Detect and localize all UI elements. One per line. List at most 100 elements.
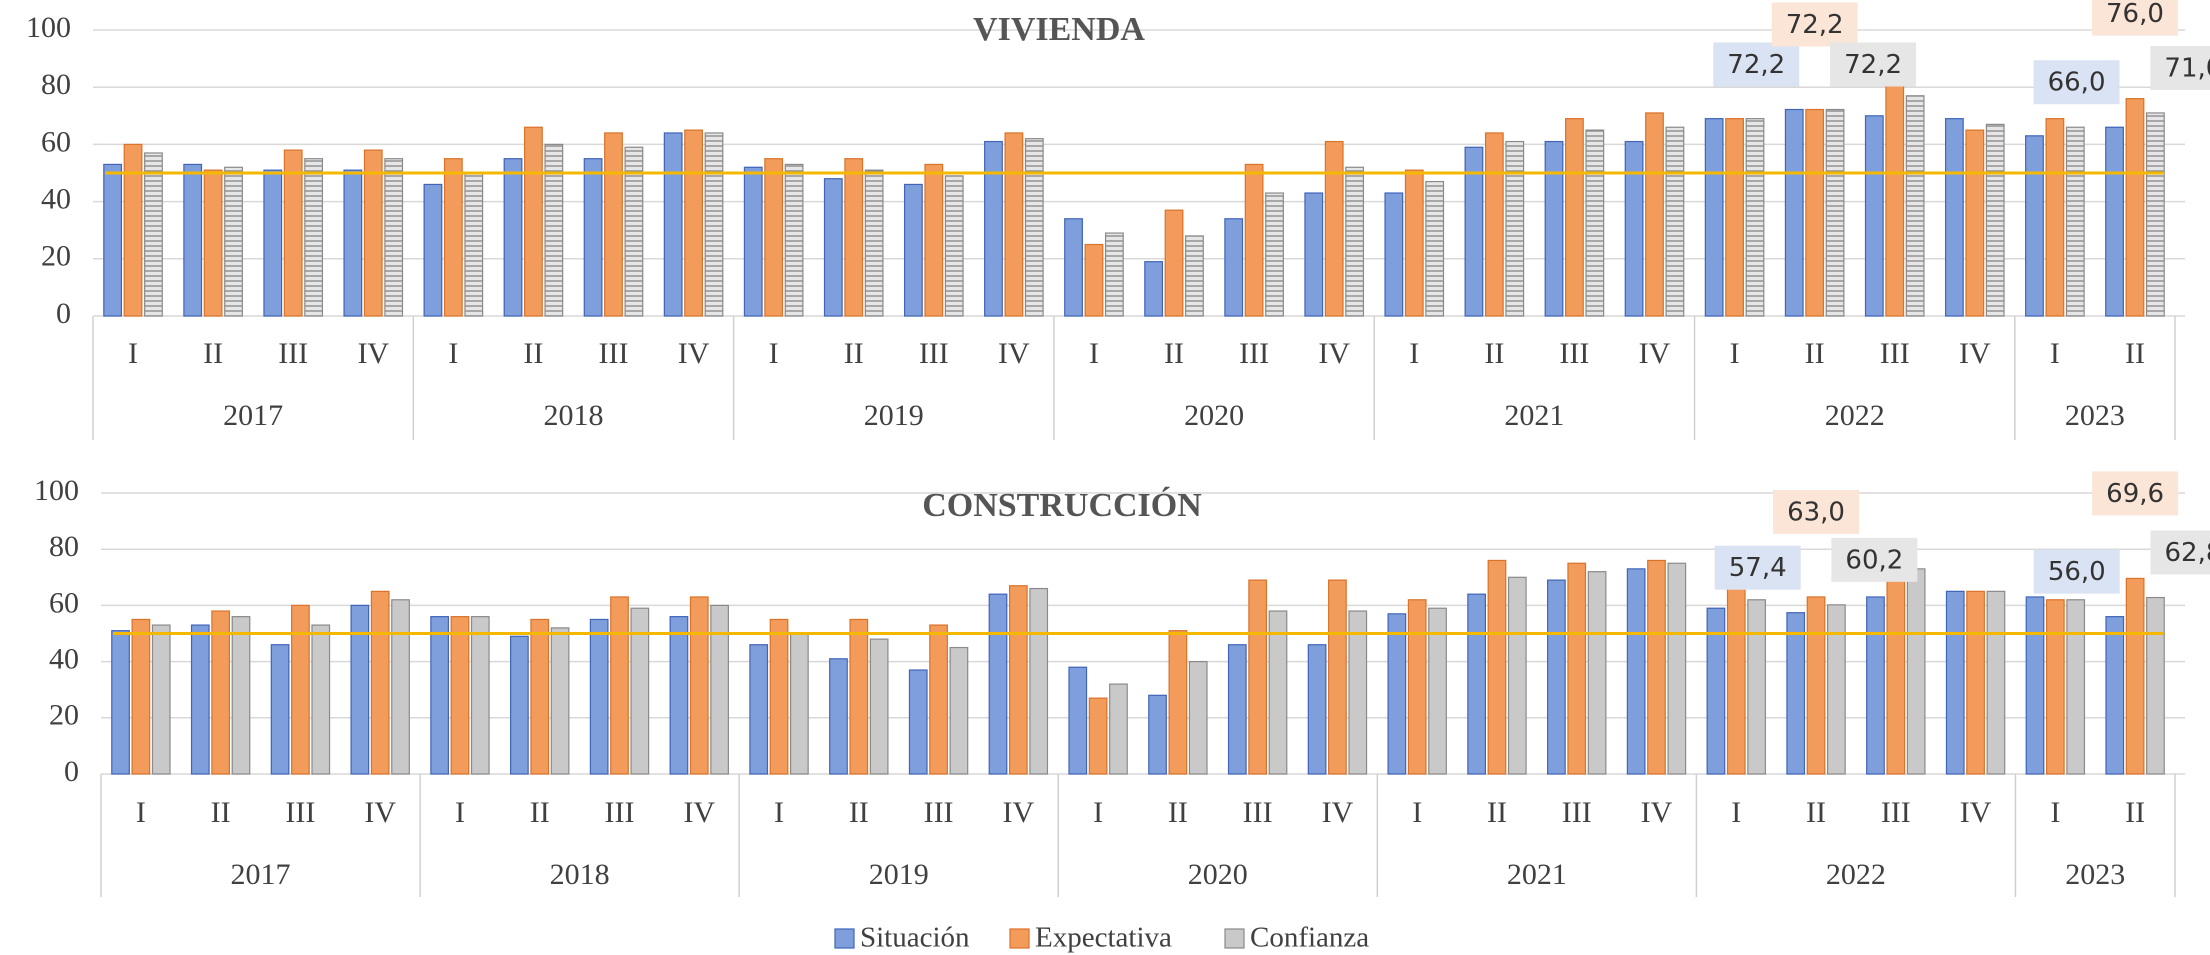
bar: [1407, 599, 1427, 775]
bar: [2065, 126, 2085, 317]
bar: [2146, 596, 2165, 775]
bar: [430, 616, 449, 775]
x-tick-label: III: [285, 796, 315, 829]
bar: [1544, 140, 1564, 317]
bar: [908, 669, 928, 775]
data-label-text: 69,6: [2106, 479, 2164, 509]
data-label: 76,0: [2091, 0, 2178, 36]
data-label-box: [1831, 537, 1918, 582]
bar: [530, 618, 550, 775]
bar: [1265, 192, 1284, 317]
data-label-text: 66,0: [2048, 68, 2106, 98]
bar: [1784, 108, 1804, 317]
x-tick-label: II: [844, 337, 864, 370]
y-tick-label: 20: [49, 699, 79, 732]
data-label: 63,0: [1773, 489, 1860, 534]
x-tick-label: I: [455, 796, 465, 829]
bar: [1805, 108, 1825, 317]
bar: [123, 143, 143, 317]
x-tick-label: III: [1239, 337, 1269, 370]
bar: [131, 618, 151, 775]
bar: [829, 658, 848, 775]
bar: [583, 158, 603, 317]
chart-title: CONSTRUCCIÓN: [922, 486, 1202, 524]
bar: [1667, 562, 1687, 775]
bar: [849, 618, 869, 775]
x-tick-label: IV: [1959, 337, 1991, 370]
bar: [1944, 118, 1964, 317]
bar: [1164, 209, 1184, 317]
bar: [1324, 140, 1344, 317]
x-tick-label: III: [1559, 337, 1589, 370]
bar: [524, 126, 543, 317]
x-tick-label: I: [1731, 796, 1741, 829]
bar: [1304, 192, 1324, 317]
bar: [1567, 562, 1587, 775]
bar: [1484, 132, 1504, 317]
x-tick-label: IV: [1003, 796, 1035, 829]
bar: [1384, 192, 1404, 317]
bar: [1806, 596, 1826, 775]
bar: [1004, 132, 1024, 317]
x-tick-label: II: [1806, 796, 1826, 829]
bar: [669, 616, 689, 775]
data-label-text: 71,0: [2164, 53, 2210, 83]
bar: [624, 146, 644, 317]
bar: [450, 616, 470, 775]
bar: [1965, 129, 1985, 317]
bar: [1966, 590, 1985, 775]
x-tick-label: III: [924, 796, 954, 829]
y-tick-label: 0: [64, 755, 79, 788]
bar: [988, 593, 1008, 775]
data-label-box: [2092, 471, 2179, 516]
bar: [1144, 261, 1164, 317]
bar: [1827, 604, 1846, 775]
bar: [203, 169, 223, 317]
data-label-text: 57,4: [1729, 553, 1787, 583]
bar: [1505, 140, 1525, 317]
bar: [1224, 218, 1244, 317]
x-group-label: 2019: [864, 399, 924, 432]
bar: [304, 158, 324, 317]
x-tick-label: II: [211, 796, 231, 829]
bar: [1986, 590, 2006, 775]
bar: [1244, 163, 1264, 317]
x-tick-label: I: [774, 796, 784, 829]
x-tick-label: IV: [1960, 796, 1992, 829]
data-label-text: 56,0: [2048, 557, 2106, 587]
bar: [684, 129, 703, 317]
x-group-label: 2023: [2065, 399, 2125, 432]
x-group-label: 2018: [543, 399, 603, 432]
data-label: 72,2: [1771, 2, 1858, 47]
data-label-box: [2150, 45, 2210, 90]
data-label-box: [2150, 530, 2210, 575]
data-label: 69,6: [2092, 471, 2179, 516]
x-tick-label: IV: [678, 337, 710, 370]
bar: [1307, 644, 1327, 775]
bar: [1425, 180, 1445, 317]
bar: [663, 132, 683, 317]
bar: [1188, 660, 1208, 775]
bar: [1704, 118, 1724, 317]
bar: [1725, 118, 1744, 317]
data-label-box: [1830, 42, 1917, 87]
data-label: 72,2: [1830, 42, 1917, 87]
x-tick-label: III: [1562, 796, 1592, 829]
legend-swatch: [834, 928, 855, 949]
x-group-label: 2018: [550, 858, 610, 891]
x-tick-label: III: [1243, 796, 1273, 829]
data-label-text: 76,0: [2106, 0, 2164, 29]
bar: [2145, 112, 2165, 317]
y-tick-label: 100: [34, 474, 79, 507]
x-group-label: 2020: [1184, 399, 1244, 432]
bar: [1024, 138, 1044, 317]
x-tick-label: III: [919, 337, 949, 370]
data-label: 72,2: [1713, 42, 1800, 87]
x-tick-label: I: [1093, 796, 1103, 829]
bar: [1404, 169, 1424, 317]
bar: [151, 624, 171, 775]
bar: [604, 132, 623, 317]
bar: [283, 149, 303, 317]
bar: [350, 604, 370, 775]
